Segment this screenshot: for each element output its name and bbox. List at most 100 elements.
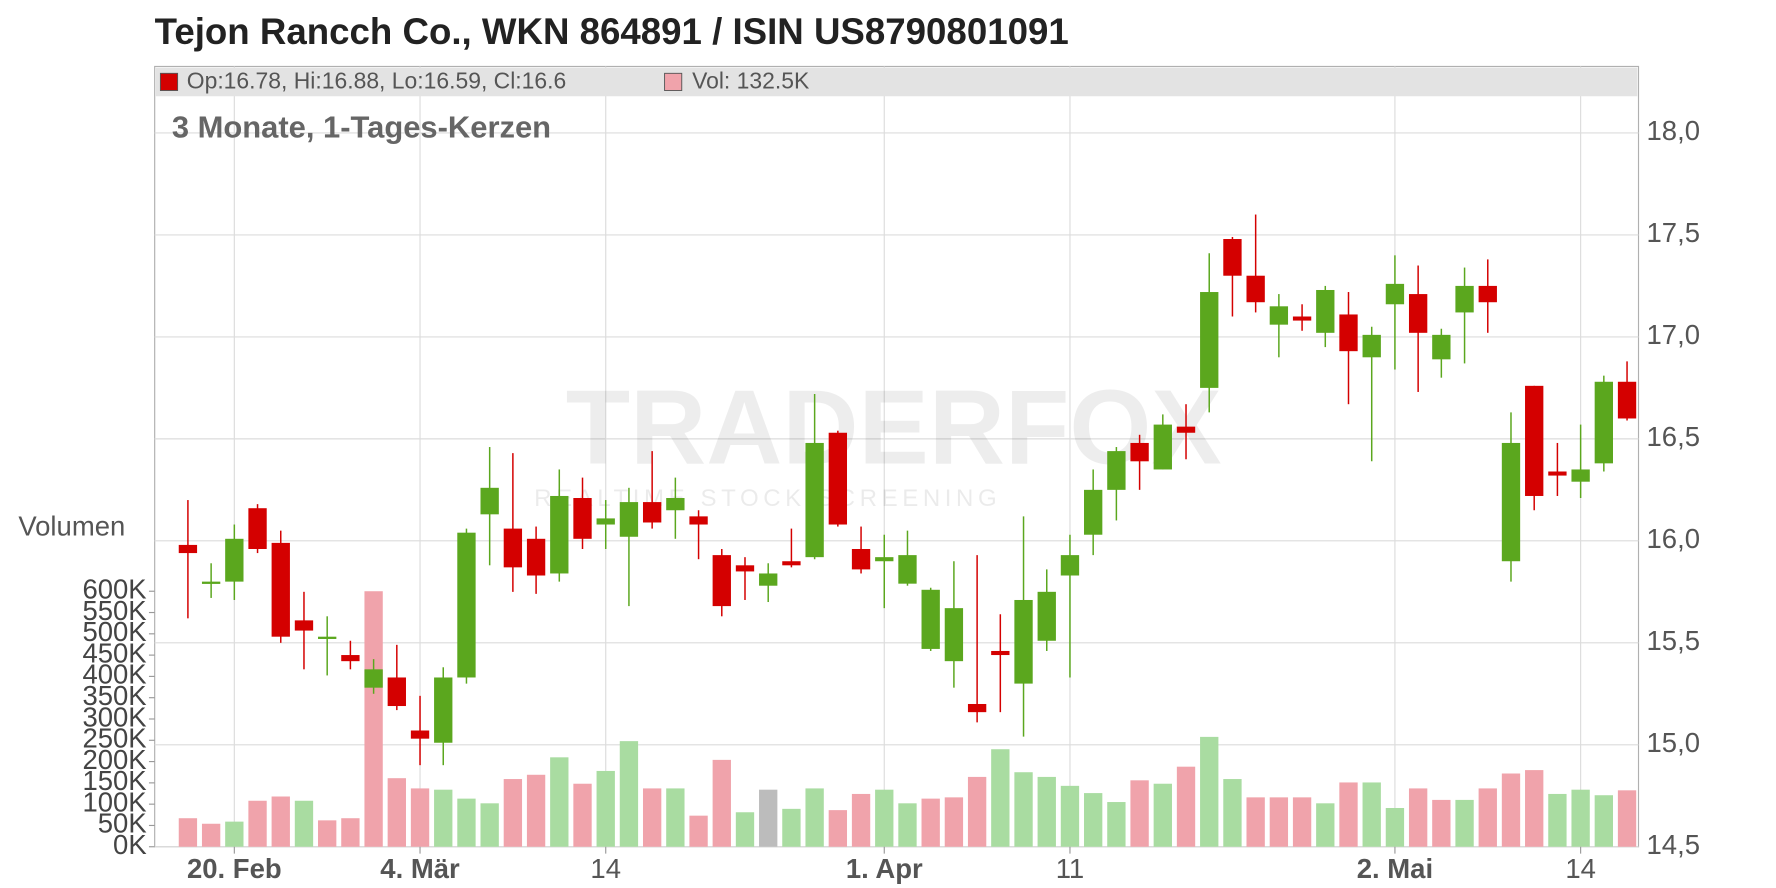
candle-body	[875, 557, 894, 562]
y2-axis-label: Volumen	[18, 510, 125, 541]
candle-body	[457, 532, 476, 678]
candle-body	[898, 555, 917, 584]
candle-body	[503, 528, 523, 568]
candle-body	[573, 498, 592, 539]
candle-body	[1525, 385, 1544, 496]
candle-body	[1571, 469, 1590, 482]
candle-body	[387, 677, 406, 707]
candle-body	[550, 495, 569, 574]
x-tick-label: 2. Mai	[1357, 853, 1433, 884]
chart-subtitle: 3 Monate, 1-Tages-Kerzen	[172, 110, 551, 145]
candle-body	[1200, 292, 1219, 388]
volume-bar	[410, 788, 430, 847]
candle-body	[1014, 599, 1033, 684]
legend-price: Op:16.78, Hi:16.88, Lo:16.59, Cl:16.6	[187, 68, 567, 94]
candle-body	[805, 442, 824, 558]
candle-body	[1617, 381, 1637, 419]
x-tick-label: 14	[1565, 853, 1596, 884]
volume-bar	[805, 788, 824, 847]
y2-tick-label: 400K	[82, 659, 147, 690]
candle-body	[1501, 442, 1521, 562]
legend-price-swatch	[159, 72, 179, 91]
volume-bar	[642, 788, 662, 847]
volume-bar	[712, 759, 731, 847]
candle-body	[1153, 424, 1172, 470]
candle-body	[1432, 334, 1451, 360]
candle-body	[759, 573, 778, 586]
volume-bar	[1084, 793, 1103, 847]
legend-volume-swatch	[664, 72, 683, 91]
volume-bar	[1107, 802, 1126, 847]
volume-bar	[1408, 788, 1428, 847]
volume-bar	[248, 800, 267, 847]
y-tick-label: 15,5	[1647, 625, 1701, 656]
y-tick-label: 17,0	[1647, 319, 1701, 350]
candle-body	[1362, 334, 1381, 358]
candle-body	[1037, 591, 1056, 641]
candle-body	[619, 502, 639, 537]
volume-bar	[851, 793, 871, 847]
candle-body	[782, 561, 801, 566]
candle-body	[364, 669, 383, 688]
y2-tick-label: 0K	[113, 829, 147, 860]
volume-bar	[967, 776, 987, 847]
candle-body	[1176, 426, 1196, 433]
y2-tick-label: 250K	[82, 723, 147, 754]
volume-bar	[1130, 780, 1149, 847]
candle-body	[689, 516, 708, 525]
volume-bar	[759, 789, 778, 847]
volume-bar	[457, 798, 476, 847]
candle-body	[712, 555, 731, 607]
candle-body	[851, 548, 871, 570]
candle-body	[410, 730, 430, 739]
volume-bar	[364, 591, 383, 847]
candle-body	[318, 636, 337, 639]
volume-bar	[1246, 797, 1265, 847]
volume-bar	[434, 789, 453, 847]
y2-tick-label: 550K	[82, 595, 147, 626]
volume-bar	[341, 818, 360, 847]
candle-body	[1130, 442, 1149, 462]
y-tick-label: 17,5	[1647, 217, 1701, 248]
candle-body	[991, 650, 1010, 656]
candle-body	[248, 508, 267, 549]
volume-bar	[294, 800, 314, 847]
candle-body	[294, 620, 314, 631]
x-tick-label: 4. Mär	[380, 853, 460, 884]
x-tick-label: 11	[1056, 853, 1085, 884]
volume-bar	[1339, 782, 1358, 847]
legend-bar	[155, 67, 1638, 97]
volume-bar	[225, 821, 244, 847]
volume-bar	[1176, 766, 1196, 847]
candle-body	[434, 677, 453, 743]
candle-body	[1084, 489, 1103, 535]
y-tick-label: 18,0	[1647, 115, 1701, 146]
candle-body	[1223, 239, 1242, 276]
volume-bar	[921, 798, 940, 847]
volume-bar	[1200, 736, 1219, 847]
volume-bar	[735, 812, 755, 847]
volume-bar	[1223, 779, 1242, 847]
candle-body	[526, 538, 546, 576]
watermark: TRADERFOX REALTIME STOCK SCREENING	[534, 369, 1222, 512]
volume-bar	[1014, 772, 1033, 847]
candle-body	[1060, 555, 1080, 576]
volume-bar	[1548, 793, 1567, 847]
volume-bar	[1455, 799, 1474, 847]
candle-body	[271, 542, 290, 637]
y2-tick-label: 50K	[98, 808, 148, 839]
volume-bar	[550, 757, 569, 847]
volume-bar	[898, 803, 917, 847]
candle-body	[178, 544, 198, 554]
candle-body	[596, 518, 615, 525]
candle-body	[1385, 283, 1405, 305]
volume-bar	[1478, 788, 1497, 847]
candle-body	[1594, 381, 1613, 464]
volume-bar	[1362, 782, 1381, 847]
y2-tick-label: 600K	[82, 574, 147, 605]
candle-body	[1107, 451, 1126, 490]
volume-bar	[387, 778, 406, 847]
volume-bar	[1594, 795, 1613, 847]
volume-bar	[1037, 776, 1056, 847]
